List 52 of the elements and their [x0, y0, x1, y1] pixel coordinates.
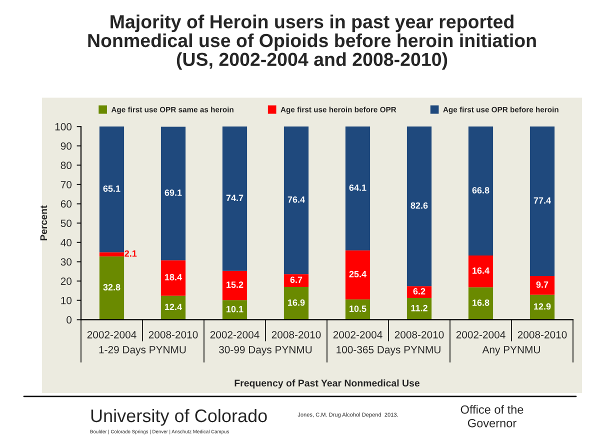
x-tick-label: 2002-2004 [333, 331, 382, 338]
data-label: 9.7 [536, 281, 548, 288]
data-label: 69.1 [164, 189, 182, 196]
y-tick-label: 40 [60, 238, 72, 246]
y-tick-label: 60 [60, 200, 72, 208]
data-label: 12.4 [165, 304, 182, 310]
data-label: 74.7 [226, 194, 244, 202]
text: 1-29 Days PYNMU [99, 346, 186, 356]
y-axis-title: Percent [40, 205, 48, 240]
x-tick-label: 2008-2010 [272, 331, 321, 338]
text: Any PYNMU [482, 346, 540, 356]
chart-title: Majority of Heroin users in past year reported Nonmedical use of Opioids before heroin initiation (US, 2002-2004 and 2008-2010) [88, 14, 536, 70]
data-label: 64.1 [349, 184, 366, 191]
data-label: 6.2 [413, 288, 426, 294]
x-tick-label: 2002-2004 [210, 331, 260, 338]
data-label: 16.8 [472, 299, 490, 306]
y-tick-label: 0 [66, 316, 72, 324]
data-label: 25.4 [349, 270, 366, 278]
data-label: 10.5 [350, 306, 366, 312]
x-tick-label: 2002-2004 [87, 331, 136, 338]
data-label: 32.8 [103, 284, 120, 290]
x-tick-label: 2008-2010 [394, 331, 444, 338]
data-label: 18.4 [165, 274, 182, 280]
data-label: 10.1 [226, 306, 244, 312]
data-label: 11.2 [411, 304, 428, 312]
text: 30-99 Days PYNMU [219, 346, 312, 356]
data-label: 16.9 [288, 299, 305, 306]
data-label: 2.1 [124, 250, 137, 257]
data-label: 76.4 [288, 196, 305, 203]
y-tick-label: 30 [60, 258, 72, 266]
x-tick-label: 2008-2010 [148, 331, 198, 338]
y-tick-label: 20 [60, 278, 72, 285]
data-label: 15.2 [226, 282, 244, 288]
x-axis-title: Frequency of Past Year Nonmedical Use [234, 379, 420, 388]
y-tick-label: 80 [60, 162, 72, 170]
text: Office of the Governor [460, 405, 524, 428]
y-tick-label: 100 [55, 123, 72, 130]
data-label: 77.4 [534, 197, 551, 204]
data-label: 82.6 [410, 202, 428, 209]
data-label: 6.7 [290, 276, 302, 283]
y-tick-label: 90 [60, 142, 72, 150]
text: University of Colorado [91, 408, 267, 426]
data-label: 16.4 [472, 267, 490, 274]
data-label: 66.8 [472, 187, 490, 194]
y-tick-label: 50 [60, 220, 72, 227]
text: 100-365 Days PYNMU [336, 346, 440, 356]
x-tick-label: 2008-2010 [518, 331, 567, 338]
y-tick-label: 10 [61, 296, 72, 304]
y-tick-label: 70 [60, 180, 72, 188]
x-tick-label: 2002-2004 [456, 331, 506, 338]
data-label: 12.9 [534, 303, 551, 310]
data-label: 65.1 [103, 185, 120, 192]
